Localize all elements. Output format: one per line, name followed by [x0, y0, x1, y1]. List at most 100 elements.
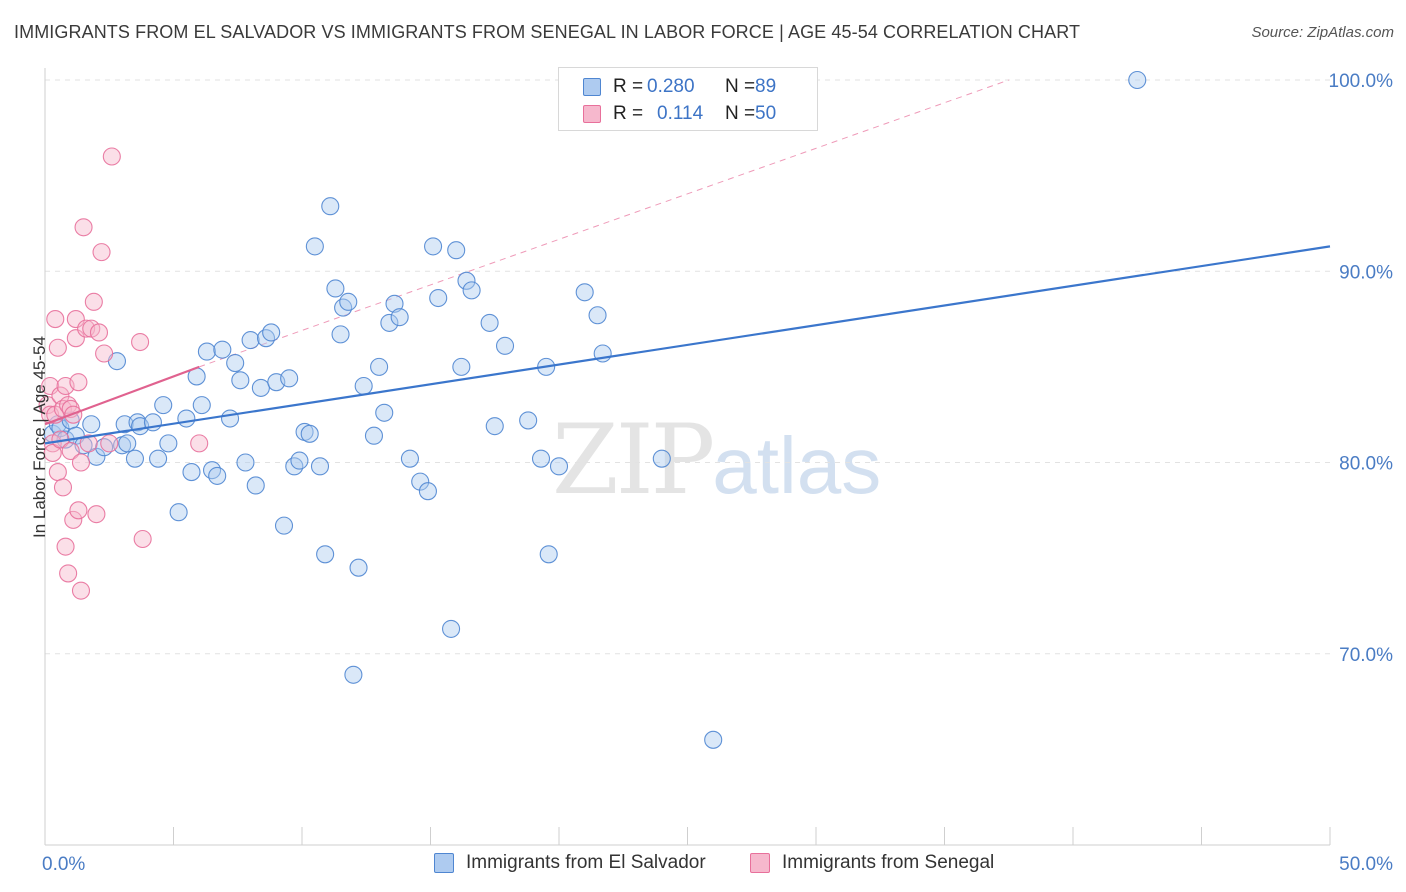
point-el-salvador: [251, 378, 270, 397]
legend-row-el-salvador: R = 0.280 N = 89: [583, 75, 795, 99]
point-el-salvador: [208, 466, 227, 485]
point-senegal: [131, 332, 150, 352]
point-el-salvador: [549, 457, 569, 476]
point-el-salvador: [169, 503, 188, 522]
point-senegal: [46, 310, 65, 329]
point-senegal: [100, 434, 119, 453]
legend-r-value: 0.114: [657, 103, 704, 124]
bottom-legend-label-senegal: Immigrants from Senegal: [782, 852, 995, 873]
legend-n-label: N =: [725, 76, 756, 97]
point-el-salvador: [331, 325, 350, 344]
point-senegal: [48, 338, 67, 357]
point-el-salvador: [149, 449, 168, 468]
point-el-salvador: [447, 241, 466, 260]
source-label: Source: ZipAtlas.com: [1251, 24, 1394, 41]
legend-n-value: 50: [755, 103, 777, 124]
point-el-salvador: [704, 730, 723, 749]
trendline-senegal: [44, 365, 200, 426]
point-el-salvador: [231, 371, 250, 390]
point-el-salvador: [262, 323, 281, 342]
point-senegal: [89, 323, 109, 342]
point-el-salvador: [380, 313, 399, 332]
point-senegal: [71, 581, 91, 600]
legend-n-label: N =: [725, 103, 756, 124]
trendline-el-salvador: [44, 245, 1331, 445]
point-el-salvador: [375, 403, 394, 422]
legend-row-senegal: R = 0.114 N = 50: [583, 102, 795, 126]
point-el-salvador: [334, 298, 353, 317]
point-el-salvador: [457, 271, 476, 290]
point-el-salvador: [274, 516, 294, 535]
point-el-salvador: [400, 449, 419, 468]
point-el-salvador: [424, 237, 443, 256]
point-senegal: [59, 564, 78, 583]
point-el-salvador: [310, 457, 330, 476]
point-el-salvador: [182, 463, 201, 482]
bottom-legend-label-el-salvador: Immigrants from El Salvador: [466, 852, 706, 873]
bottom-legend-swatch-el-salvador: [434, 853, 454, 873]
point-senegal: [69, 373, 88, 392]
point-el-salvador: [290, 451, 309, 470]
point-el-salvador: [246, 476, 265, 495]
point-senegal: [190, 434, 209, 453]
legend: R = 0.280 N = 89 R = 0.114 N = 50: [558, 67, 818, 131]
point-el-salvador: [429, 288, 448, 308]
point-el-salvador: [495, 336, 515, 355]
point-el-salvador: [300, 424, 319, 443]
y-axis-label: In Labor Force | Age 45-54: [30, 336, 49, 538]
legend-swatch-senegal: [583, 105, 601, 123]
point-senegal: [69, 501, 88, 520]
point-el-salvador: [220, 409, 240, 428]
point-el-salvador: [364, 426, 384, 445]
point-el-salvador: [1128, 70, 1147, 90]
point-el-salvador: [285, 457, 304, 476]
point-el-salvador: [280, 369, 299, 388]
point-el-salvador: [321, 197, 340, 216]
point-el-salvador: [226, 353, 245, 373]
point-el-salvador: [531, 449, 551, 468]
y-tick-label: 100.0%: [1329, 71, 1394, 92]
point-senegal: [61, 441, 80, 461]
point-el-salvador: [177, 409, 196, 428]
watermark: ZIPatlas: [552, 404, 881, 516]
point-el-salvador: [385, 294, 404, 313]
chart-title: IMMIGRANTS FROM EL SALVADOR VS IMMIGRANT…: [14, 22, 1081, 42]
point-senegal: [92, 243, 111, 262]
point-el-salvador: [485, 417, 504, 436]
point-el-salvador: [588, 306, 607, 325]
point-el-salvador: [462, 281, 481, 300]
point-senegal: [87, 505, 106, 524]
point-senegal: [102, 147, 121, 166]
point-el-salvador: [390, 308, 409, 327]
legend-swatch-el-salvador: [583, 78, 601, 96]
point-senegal: [74, 218, 93, 237]
point-el-salvador: [480, 313, 499, 332]
y-tick-label: 70.0%: [1339, 645, 1393, 666]
legend-n-value: 89: [755, 76, 777, 97]
point-senegal: [56, 537, 75, 556]
legend-r-label: R =: [613, 103, 644, 124]
point-el-salvador: [154, 396, 173, 415]
point-el-salvador: [349, 558, 368, 577]
point-senegal: [71, 453, 91, 472]
point-el-salvador: [305, 237, 324, 256]
watermark-atlas: atlas: [712, 421, 882, 510]
point-senegal: [53, 478, 73, 497]
point-el-salvador: [241, 331, 260, 350]
legend-r-value: 0.280: [647, 76, 695, 97]
point-el-salvador: [411, 472, 430, 491]
point-el-salvador: [452, 357, 471, 376]
point-el-salvador: [236, 453, 255, 472]
point-el-salvador: [118, 434, 137, 453]
point-senegal: [133, 529, 152, 549]
bottom-legend-senegal: Immigrants from Senegal: [750, 852, 994, 874]
point-el-salvador: [354, 376, 373, 396]
bottom-legend-el-salvador: Immigrants from El Salvador: [434, 852, 706, 874]
point-el-salvador: [197, 342, 216, 361]
point-el-salvador: [213, 340, 232, 359]
point-el-salvador: [519, 411, 538, 430]
point-el-salvador: [575, 283, 594, 302]
point-senegal: [51, 386, 70, 405]
point-el-salvador: [339, 292, 358, 311]
